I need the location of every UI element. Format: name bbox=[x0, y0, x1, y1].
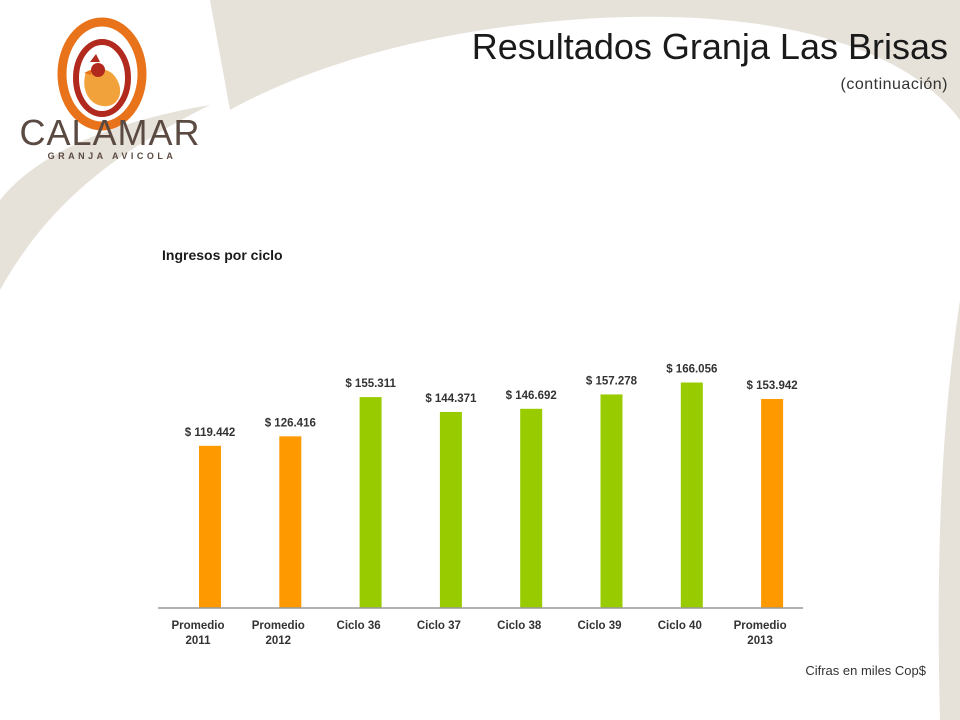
bar-5 bbox=[600, 394, 623, 608]
bar-3 bbox=[439, 411, 462, 608]
bar-value-label-5: $ 157.278 bbox=[586, 375, 638, 387]
category-label-3-0: Ciclo 37 bbox=[417, 620, 461, 632]
page-subtitle: (continuación) bbox=[840, 76, 948, 93]
bar-value-label-0: $ 119.442 bbox=[185, 427, 236, 439]
bar-4 bbox=[520, 408, 543, 608]
bar-2 bbox=[359, 397, 382, 608]
logo-tagline: GRANJA AVICOLA bbox=[48, 151, 177, 161]
bar-value-label-3: $ 144.371 bbox=[425, 393, 477, 405]
page-title: Resultados Granja Las Brisas bbox=[471, 26, 948, 67]
category-label-1-0: Promedio bbox=[252, 620, 305, 632]
logo-name: CALAMAR bbox=[20, 112, 200, 153]
bar-value-label-1: $ 126.416 bbox=[265, 417, 316, 429]
category-label-5-0: Ciclo 39 bbox=[577, 620, 621, 632]
right-swoosh bbox=[938, 300, 960, 720]
bar-7 bbox=[761, 398, 784, 608]
bar-value-label-7: $ 153.942 bbox=[747, 380, 798, 392]
category-label-0-1: 2011 bbox=[186, 635, 212, 647]
category-label-7-0: Promedio bbox=[734, 620, 787, 632]
bar-value-label-6: $ 166.056 bbox=[666, 364, 717, 376]
left-swoosh bbox=[0, 105, 210, 290]
category-label-6-0: Ciclo 40 bbox=[658, 620, 702, 632]
category-label-7-1: 2013 bbox=[747, 635, 773, 647]
bar-6 bbox=[680, 382, 703, 608]
top-swoosh bbox=[210, 0, 960, 120]
bar-0 bbox=[199, 445, 221, 608]
category-label-0-0: Promedio bbox=[171, 620, 224, 632]
currency-note: Cifras en miles Cop$ bbox=[805, 663, 926, 678]
bar-1 bbox=[279, 436, 302, 608]
bar-value-label-2: $ 155.311 bbox=[345, 378, 396, 390]
labels-group: $ 119.442 Promedio 2011 $ 126.416 Promedio 20… bbox=[171, 364, 797, 647]
category-label-4-0: Ciclo 38 bbox=[497, 620, 542, 632]
category-label-1-1: 2012 bbox=[266, 635, 292, 647]
bar-value-label-4: $ 146.692 bbox=[506, 390, 557, 402]
rooster-icon bbox=[57, 17, 147, 131]
chart-title: Ingresos por ciclo bbox=[162, 247, 283, 263]
calamar-logo: CALAMAR GRANJA AVICOLA bbox=[20, 17, 200, 161]
bars-group bbox=[199, 382, 784, 608]
category-label-2-0: Ciclo 36 bbox=[337, 620, 381, 632]
